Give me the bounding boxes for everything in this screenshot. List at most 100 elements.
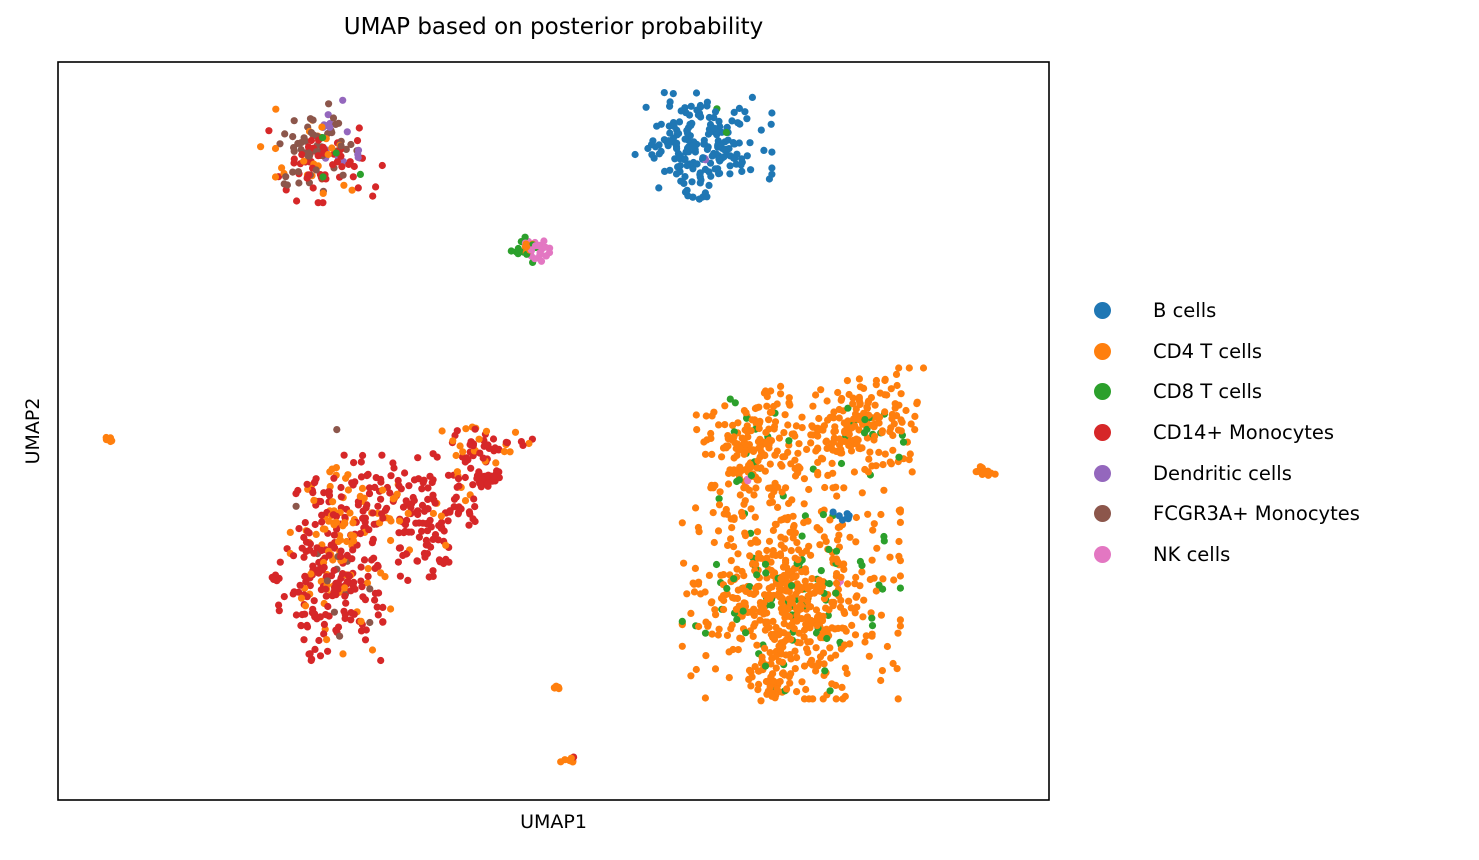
point-cd4-t-cells [819, 695, 827, 703]
point-cd4-t-cells [840, 625, 849, 633]
point-cd8-t-cells [726, 395, 734, 403]
point-cd14-monocytes [338, 163, 346, 171]
point-b-cells [655, 150, 664, 158]
point-cd4-t-cells [906, 450, 914, 458]
point-cd4-t-cells [820, 660, 828, 668]
point-cd4-t-cells [714, 527, 723, 535]
point-cd4-t-cells [767, 558, 775, 566]
point-cd14-monocytes [396, 544, 404, 552]
point-cd14-monocytes [329, 511, 337, 519]
point-cd4-t-cells [731, 439, 739, 447]
point-cd8-t-cells [785, 437, 793, 445]
point-cd4-t-cells [387, 517, 395, 525]
point-cd4-t-cells [897, 390, 905, 398]
point-cd4-t-cells [806, 659, 814, 667]
point-cd14-monocytes [403, 500, 411, 508]
point-cd4-t-cells [707, 429, 715, 438]
point-cd14-monocytes [364, 572, 372, 581]
point-cd4-t-cells [833, 536, 842, 544]
point-cd14-monocytes [415, 533, 423, 541]
x-axis-label: UMAP1 [520, 811, 587, 833]
point-cd8-t-cells [895, 453, 903, 461]
point-cd4-t-cells [678, 519, 686, 527]
point-cd4-t-cells [868, 421, 876, 429]
point-cd4-t-cells [797, 595, 806, 603]
point-cd14-monocytes [469, 481, 477, 489]
point-cd4-t-cells [875, 448, 883, 456]
point-cd4-t-cells [812, 644, 820, 652]
point-b-cells [688, 119, 696, 127]
point-cd4-t-cells [801, 577, 809, 585]
point-cd14-monocytes [387, 472, 395, 480]
point-cd4-t-cells [876, 413, 884, 421]
point-b-cells [844, 511, 852, 519]
point-cd4-t-cells [778, 594, 787, 603]
point-cd14-monocytes [437, 518, 446, 527]
point-cd14-monocytes [484, 479, 492, 487]
point-nk-cells [541, 243, 549, 251]
point-cd8-t-cells [319, 173, 327, 181]
point-cd4-t-cells [339, 650, 347, 658]
point-cd4-t-cells [747, 505, 755, 513]
point-cd14-monocytes [372, 183, 380, 191]
point-cd14-monocytes [410, 496, 418, 505]
point-cd14-monocytes [357, 458, 365, 466]
point-b-cells [691, 148, 700, 156]
point-cd4-t-cells [733, 451, 741, 460]
point-cd4-t-cells [907, 420, 915, 428]
point-b-cells [669, 119, 678, 127]
point-cd4-t-cells [307, 570, 315, 578]
point-cd4-t-cells [800, 500, 808, 508]
point-cd8-t-cells [868, 614, 876, 622]
point-b-cells [680, 179, 688, 187]
point-cd4-t-cells [827, 654, 835, 662]
point-b-cells [697, 103, 705, 111]
point-cd14-monocytes [289, 552, 298, 560]
point-cd14-monocytes [348, 555, 356, 563]
point-cd4-t-cells [554, 684, 562, 692]
point-cd4-t-cells [766, 499, 774, 507]
point-cd4-t-cells [711, 665, 720, 673]
point-fcgr3a-monocytes [282, 173, 290, 181]
point-cd4-t-cells [860, 596, 868, 604]
point-cd4-t-cells [271, 173, 280, 181]
point-cd4-t-cells [678, 642, 686, 650]
point-cd8-t-cells [507, 247, 515, 255]
point-cd4-t-cells [834, 558, 842, 566]
point-cd4-t-cells [429, 509, 437, 518]
point-cd4-t-cells [779, 658, 787, 666]
point-b-cells [653, 122, 661, 130]
point-cd4-t-cells [323, 636, 331, 644]
point-cd14-monocytes [453, 427, 461, 435]
point-cd4-t-cells [886, 428, 894, 436]
point-cd4-t-cells [693, 426, 701, 434]
point-cd4-t-cells [341, 584, 349, 592]
point-cd4-t-cells [775, 678, 783, 686]
point-cd4-t-cells [991, 470, 999, 478]
point-cd14-monocytes [378, 451, 386, 459]
point-cd14-monocytes [303, 527, 311, 535]
point-cd4-t-cells [750, 605, 758, 613]
point-cd4-t-cells [757, 554, 765, 562]
point-b-cells [703, 193, 711, 201]
point-cd4-t-cells [771, 418, 780, 426]
point-cd14-monocytes [418, 485, 426, 493]
point-cd8-t-cells [742, 629, 750, 637]
point-fcgr3a-monocytes [333, 426, 341, 434]
point-cd4-t-cells [780, 638, 788, 646]
point-cd14-monocytes [350, 610, 358, 618]
point-cd4-t-cells [771, 630, 779, 638]
point-cd14-monocytes [358, 583, 366, 591]
point-cd14-monocytes [405, 482, 413, 490]
point-cd8-t-cells [821, 667, 829, 675]
point-cd4-t-cells [752, 584, 760, 592]
plot-frame [57, 61, 1050, 801]
point-cd14-monocytes [341, 513, 349, 521]
point-cd4-t-cells [822, 438, 830, 446]
point-cd4-t-cells [829, 555, 837, 563]
point-cd4-t-cells [807, 431, 815, 439]
point-b-cells [705, 181, 713, 189]
point-cd14-monocytes [290, 155, 298, 163]
point-cd4-t-cells [852, 538, 860, 546]
point-cd14-monocytes [461, 458, 469, 466]
